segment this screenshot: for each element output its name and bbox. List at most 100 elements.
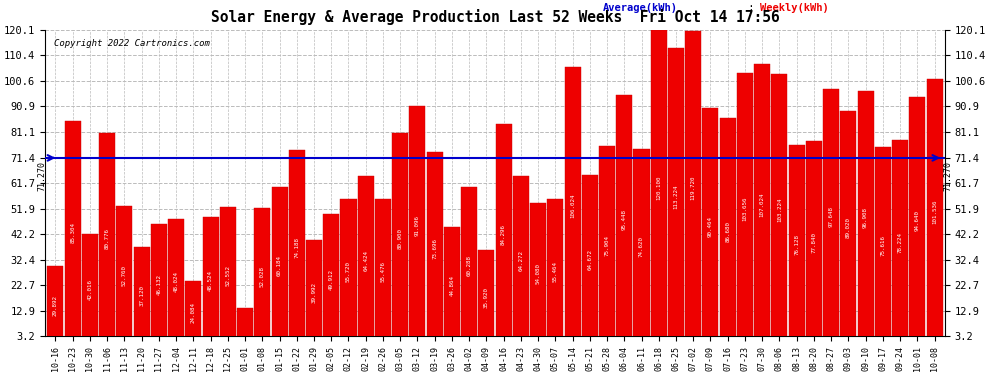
Text: 94.640: 94.640	[915, 210, 920, 231]
Text: 48.024: 48.024	[173, 271, 178, 292]
Text: 75.616: 75.616	[880, 235, 885, 256]
Text: 52.552: 52.552	[226, 265, 231, 286]
Text: 101.536: 101.536	[932, 200, 937, 224]
Text: 103.224: 103.224	[777, 197, 782, 222]
Text: 120.100: 120.100	[656, 175, 661, 200]
Bar	[392, 133, 408, 345]
Text: 54.080: 54.080	[536, 263, 541, 284]
Text: 52.760: 52.760	[122, 265, 127, 286]
Text: 95.448: 95.448	[622, 209, 627, 230]
Text: 78.224: 78.224	[898, 232, 903, 253]
Bar	[220, 207, 236, 345]
Text: 86.680: 86.680	[726, 220, 731, 242]
Bar	[306, 240, 322, 345]
Title: Solar Energy & Average Production Last 52 Weeks  Fri Oct 14 17:56: Solar Energy & Average Production Last 5…	[211, 9, 779, 25]
Bar	[616, 94, 633, 345]
Bar	[375, 199, 391, 345]
Text: 60.288: 60.288	[466, 255, 471, 276]
Text: 44.864: 44.864	[449, 275, 454, 296]
Bar	[271, 187, 287, 345]
Bar	[564, 67, 580, 345]
Text: 46.132: 46.132	[156, 274, 161, 295]
Bar	[634, 149, 649, 345]
Text: 119.720: 119.720	[691, 176, 696, 200]
Bar	[754, 64, 770, 345]
Bar	[254, 208, 270, 345]
Bar	[427, 152, 443, 345]
Text: 97.648: 97.648	[829, 206, 834, 227]
Bar	[237, 308, 253, 345]
Text: 24.084: 24.084	[191, 303, 196, 324]
Text: 73.696: 73.696	[433, 237, 438, 258]
Text: Average(kWh): Average(kWh)	[603, 3, 678, 13]
Text: 48.524: 48.524	[208, 270, 213, 291]
Bar	[703, 108, 719, 345]
Text: 64.672: 64.672	[587, 249, 592, 270]
Bar	[185, 281, 201, 345]
Bar	[410, 106, 426, 345]
Text: 37.120: 37.120	[140, 285, 145, 306]
Bar	[909, 97, 926, 345]
Bar	[875, 147, 891, 345]
Text: 71.270: 71.270	[38, 160, 47, 190]
Text: 42.016: 42.016	[87, 279, 92, 300]
Bar	[599, 146, 615, 345]
Bar	[289, 150, 305, 345]
Text: Copyright 2022 Cartronics.com: Copyright 2022 Cartronics.com	[54, 39, 210, 48]
Bar	[927, 79, 942, 345]
Text: 107.024: 107.024	[759, 192, 764, 217]
Bar	[841, 111, 856, 345]
Text: 84.296: 84.296	[501, 224, 506, 245]
Bar	[720, 117, 736, 345]
Bar	[99, 133, 115, 345]
Text: 52.028: 52.028	[259, 266, 264, 287]
Text: 76.128: 76.128	[794, 234, 799, 255]
Text: 55.476: 55.476	[380, 261, 385, 282]
Bar	[357, 176, 374, 345]
Text: 103.656: 103.656	[742, 196, 747, 221]
Bar	[771, 74, 787, 345]
Text: 80.900: 80.900	[398, 228, 403, 249]
Text: 49.912: 49.912	[329, 268, 334, 290]
Text: 35.920: 35.920	[484, 287, 489, 308]
Bar	[547, 199, 563, 345]
Bar	[513, 176, 529, 345]
Text: 64.424: 64.424	[363, 250, 368, 271]
Bar	[668, 48, 684, 345]
Bar	[806, 141, 822, 345]
Text: 71.270: 71.270	[943, 160, 952, 190]
Bar	[117, 206, 133, 345]
Text: 74.620: 74.620	[639, 236, 644, 257]
Bar	[530, 203, 546, 345]
Bar	[478, 251, 494, 345]
Text: 89.020: 89.020	[845, 217, 850, 238]
Text: 106.024: 106.024	[570, 194, 575, 218]
Bar	[341, 199, 356, 345]
Text: 80.776: 80.776	[105, 228, 110, 249]
Bar	[461, 187, 477, 345]
Bar	[685, 31, 701, 345]
Text: 96.908: 96.908	[863, 207, 868, 228]
Bar	[64, 121, 81, 345]
Bar	[48, 266, 63, 345]
Bar	[892, 140, 908, 345]
Text: 75.904: 75.904	[605, 235, 610, 256]
Text: 55.720: 55.720	[346, 261, 351, 282]
Text: 77.840: 77.840	[812, 232, 817, 253]
Bar	[582, 175, 598, 345]
Bar	[496, 124, 512, 345]
Text: 90.464: 90.464	[708, 216, 713, 237]
Text: 113.224: 113.224	[673, 184, 678, 209]
Text: :: :	[742, 3, 761, 13]
Bar	[168, 219, 184, 345]
Text: 60.184: 60.184	[277, 255, 282, 276]
Bar	[82, 234, 98, 345]
Text: Weekly(kWh): Weekly(kWh)	[760, 3, 830, 13]
Text: 85.304: 85.304	[70, 222, 75, 243]
Text: 64.272: 64.272	[519, 250, 524, 271]
Bar	[789, 145, 805, 345]
Bar	[444, 227, 460, 345]
Text: 74.188: 74.188	[294, 237, 299, 258]
Bar	[134, 247, 149, 345]
Bar	[203, 217, 219, 345]
